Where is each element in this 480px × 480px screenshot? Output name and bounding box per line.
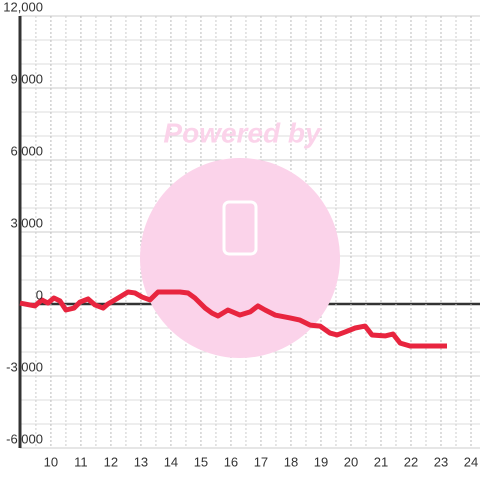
x-tick-label: 11 [74,454,88,469]
x-tick-label: 12 [104,454,118,469]
y-tick-label: -3,000 [6,359,43,374]
x-tick-label: 13 [134,454,148,469]
x-tick-label: 18 [284,454,298,469]
x-tick-label: 14 [164,454,178,469]
x-tick-label: 17 [254,454,268,469]
x-tick-label: 20 [344,454,358,469]
data-line [19,289,447,349]
x-tick-label: 10 [44,454,58,469]
y-tick-label: 3,000 [10,215,43,230]
y-tick-label: 0 [36,287,43,302]
x-tick-label: 21 [374,454,388,469]
y-tick-label: 6,000 [10,143,43,158]
watermark-icon [222,200,258,256]
x-tick-label: 15 [194,454,208,469]
x-tick-label: 22 [404,454,418,469]
y-tick-label: -6,000 [6,431,43,446]
x-tick-label: 19 [314,454,328,469]
watermark-circle [140,158,340,358]
marks [19,289,447,349]
watermark-logo [140,158,340,358]
x-tick-label: 16 [224,454,238,469]
y-tick-label: 9,000 [10,71,43,86]
x-tick-label: 24 [464,454,478,469]
x-tick-label: 23 [434,454,448,469]
y-tick-label: 12,000 [3,0,43,14]
watermark-text: Powered by [163,117,322,148]
